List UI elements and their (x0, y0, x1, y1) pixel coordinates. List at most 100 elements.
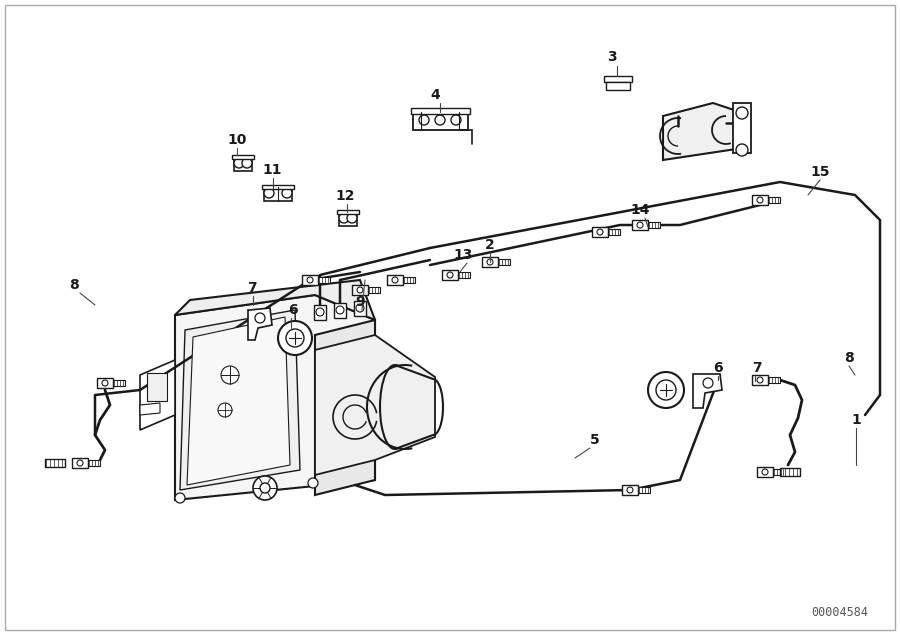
Circle shape (307, 277, 313, 283)
Circle shape (762, 469, 768, 475)
Circle shape (260, 483, 270, 493)
Polygon shape (693, 374, 722, 408)
Circle shape (175, 493, 185, 503)
Bar (604, 76, 632, 82)
Circle shape (221, 366, 239, 384)
Polygon shape (187, 317, 290, 485)
Circle shape (451, 115, 461, 125)
Text: 14: 14 (630, 203, 650, 217)
Circle shape (278, 321, 312, 355)
Text: 15: 15 (810, 165, 830, 179)
Bar (411, 108, 470, 114)
Polygon shape (180, 310, 300, 490)
Bar (773, 469, 785, 475)
Polygon shape (315, 320, 375, 495)
Circle shape (264, 188, 274, 198)
Bar (88, 460, 100, 466)
Circle shape (656, 380, 676, 400)
Circle shape (218, 403, 232, 417)
Text: 8: 8 (69, 278, 79, 292)
Circle shape (242, 158, 252, 168)
Circle shape (308, 478, 318, 488)
Bar (632, 220, 648, 230)
Bar (482, 257, 498, 267)
Bar (264, 187, 292, 201)
Bar (498, 259, 510, 265)
Bar (768, 197, 780, 203)
Text: 12: 12 (335, 189, 355, 203)
Circle shape (102, 380, 108, 386)
Bar (262, 185, 294, 189)
Bar (752, 195, 768, 205)
Circle shape (316, 308, 324, 316)
Text: 6: 6 (713, 361, 723, 375)
Polygon shape (140, 403, 160, 415)
Circle shape (339, 213, 349, 223)
Text: 3: 3 (608, 50, 616, 64)
Text: 2: 2 (485, 238, 495, 252)
Bar (733, 103, 751, 153)
Circle shape (282, 188, 292, 198)
Circle shape (392, 277, 398, 283)
Polygon shape (140, 360, 175, 430)
Bar (234, 157, 252, 171)
Bar (232, 155, 254, 159)
Circle shape (356, 304, 364, 312)
Bar (622, 485, 638, 495)
Bar (752, 375, 768, 385)
Text: 00004584: 00004584 (812, 606, 868, 618)
Bar (354, 301, 366, 316)
Bar (768, 377, 780, 383)
Polygon shape (175, 295, 375, 500)
Polygon shape (248, 308, 272, 340)
Text: 8: 8 (844, 351, 854, 365)
Bar (648, 222, 660, 228)
Circle shape (357, 287, 363, 293)
Text: 7: 7 (752, 361, 761, 375)
Circle shape (234, 158, 244, 168)
Text: 10: 10 (228, 133, 247, 147)
Circle shape (447, 272, 453, 278)
Bar (318, 277, 330, 283)
Text: 11: 11 (262, 163, 282, 177)
Circle shape (347, 213, 357, 223)
Bar (45, 459, 65, 467)
Bar (387, 275, 403, 285)
Bar (403, 277, 415, 283)
Bar (339, 212, 357, 226)
Bar (368, 287, 380, 293)
Text: 5: 5 (590, 433, 600, 447)
Circle shape (757, 377, 763, 383)
Bar (147, 373, 167, 401)
Bar (608, 229, 620, 235)
Bar (314, 305, 326, 320)
Bar (413, 112, 468, 130)
Bar (757, 467, 773, 477)
Text: 7: 7 (248, 281, 256, 295)
Bar (592, 227, 608, 237)
Circle shape (627, 487, 633, 493)
Polygon shape (315, 335, 435, 475)
Bar (638, 487, 650, 493)
Bar (334, 303, 346, 318)
Polygon shape (175, 280, 375, 320)
Text: 9: 9 (356, 295, 364, 309)
Bar (780, 468, 800, 476)
Bar (442, 270, 458, 280)
Circle shape (77, 460, 83, 466)
Polygon shape (663, 103, 743, 160)
Bar (302, 275, 318, 285)
Bar (606, 82, 630, 90)
Circle shape (637, 222, 643, 228)
Circle shape (736, 107, 748, 119)
Circle shape (419, 115, 429, 125)
Bar (97, 378, 113, 388)
Text: 13: 13 (454, 248, 473, 262)
Circle shape (757, 197, 763, 203)
Circle shape (255, 313, 265, 323)
Circle shape (487, 259, 493, 265)
Circle shape (336, 306, 344, 314)
Circle shape (736, 144, 748, 156)
Circle shape (703, 378, 713, 388)
Circle shape (253, 476, 277, 500)
